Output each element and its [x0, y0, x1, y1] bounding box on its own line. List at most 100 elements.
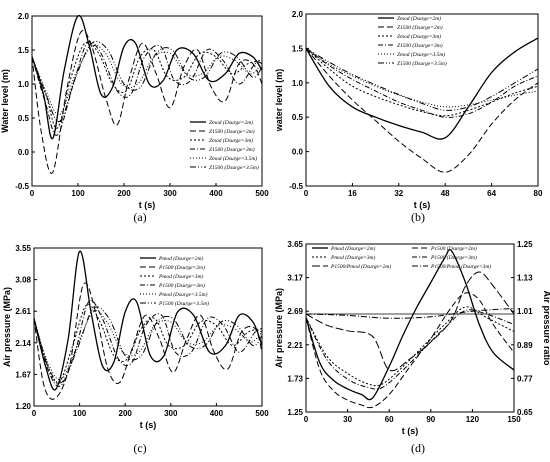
y-right-tick-label: 1.13 — [517, 274, 533, 283]
legend-entry: Zmod (Dsurge=3m) — [209, 137, 253, 144]
chart-panel-4: 0 30 60 90 120 150 1.25 1.73 2.21 2.69 3.17 3.65 0.6… — [274, 240, 550, 455]
legend-entry: Pmod (Dsurge=2m) — [158, 255, 203, 262]
x-tick-label: 16 — [348, 189, 357, 198]
x-tick-label: 150 — [507, 415, 521, 424]
series-line-2 — [305, 48, 539, 173]
x-tick-label: 0 — [30, 189, 35, 198]
y-tick-label: 3.55 — [15, 244, 31, 253]
chart-panel-1: 0 100 200 300 400 500 -0.5 0.0 0.5 1.0 1.5 2.0 t (s)… — [0, 12, 269, 224]
series-line-2 — [33, 282, 263, 400]
x-tick-label: 0 — [304, 415, 309, 424]
y-right-tick-label: 1.25 — [517, 240, 533, 249]
panel-label: (b) — [411, 210, 425, 224]
y-tick-label: 1.20 — [15, 402, 31, 411]
x-axis-label: t (s) — [139, 200, 156, 210]
panel-label: (a) — [133, 210, 146, 224]
series-line-5 — [31, 44, 263, 116]
legend-entry: Pmod (Dsurge=3m) — [158, 273, 203, 280]
y-tick-label: -0.5 — [289, 182, 303, 191]
chart-panel-3: 0 100 200 300 400 500 1.20 1.67 2.14 2.61 3.08 3.55… — [2, 244, 269, 455]
legend-entry: Pmod (Dsurge=2m) — [330, 245, 375, 252]
legend-entry: Pmod (Dsurge=3m) — [330, 254, 375, 261]
series-line-1 — [33, 250, 263, 391]
y-tick-label: 0.5 — [18, 114, 30, 123]
series-line-3 — [31, 41, 263, 129]
series-line-4 — [305, 309, 515, 390]
x-tick-label: 400 — [209, 189, 223, 198]
y-tick-label: 2.0 — [18, 12, 30, 21]
legend-entry: Z1500 (Dsurge=3.5m) — [397, 60, 447, 67]
panel-label: (c) — [133, 441, 146, 455]
series-line-3 — [305, 306, 515, 387]
x-tick-label: 200 — [117, 189, 131, 198]
y-tick-label: 2.14 — [15, 339, 31, 348]
x-tick-label: 120 — [466, 415, 480, 424]
y-tick-label: 1.0 — [18, 80, 30, 89]
y-right-axis-label: Air pressure ratio — [542, 290, 550, 366]
y-tick-label: 1.0 — [292, 79, 304, 88]
series-line-2 — [31, 29, 263, 174]
series-line-2 — [305, 292, 515, 409]
legend-entry: Zmod (Dsurge=2m) — [397, 15, 441, 22]
legend-entry: P1500 (Dsurge=2m) — [430, 245, 477, 252]
legend-entry: P1500/Pmod (Dsurge=3m) — [430, 263, 491, 270]
y-axis-label: Air pressure (MPa) — [274, 288, 284, 368]
y-tick-label: -0.5 — [15, 182, 29, 191]
x-axis-label: t (s) — [414, 200, 431, 210]
plot-frame — [305, 243, 515, 413]
x-tick-label: 64 — [487, 189, 496, 198]
x-axis-label: t (s) — [140, 420, 157, 430]
x-tick-label: 90 — [426, 415, 435, 424]
plot-frame — [305, 13, 539, 187]
x-tick-label: 32 — [394, 189, 403, 198]
y-axis-label: Water level (m) — [0, 69, 10, 133]
y-tick-label: 3.65 — [287, 240, 303, 249]
y-tick-label: 1.5 — [292, 44, 304, 53]
y-tick-label: 0.5 — [292, 113, 304, 122]
legend-entry: Z1500 (Dsurge=3.5m) — [209, 164, 259, 171]
x-tick-label: 30 — [343, 415, 352, 424]
series-line-6 — [305, 307, 515, 319]
x-tick-label: 300 — [163, 189, 177, 198]
legend: Zmod (Dsurge=2m) Z1500 (Dsurge=2m) Zmod (D… — [378, 15, 447, 67]
x-tick-label: 80 — [534, 189, 543, 198]
y-tick-label: 0.0 — [292, 148, 304, 157]
series-line-4 — [305, 47, 539, 118]
legend-entry: P1500 (Dsurge=3.5m) — [158, 300, 209, 307]
y-tick-label: 3.08 — [15, 276, 31, 285]
y-axis-label: Air pressure (MPa) — [2, 287, 12, 367]
x-tick-label: 48 — [441, 189, 450, 198]
y-right-tick-label: 0.89 — [517, 341, 533, 350]
legend-entry: Zmod (Dsurge=3.5m) — [397, 51, 445, 58]
legend: Zmod (Dsurge=2m) Z1500 (Dsurge=2m) Zmod (D… — [190, 119, 259, 171]
y-tick-label: 3.17 — [287, 274, 303, 283]
y-right-tick-label: 0.77 — [517, 374, 533, 383]
x-tick-label: 500 — [255, 409, 269, 418]
x-tick-label: 100 — [71, 189, 85, 198]
series-line-4 — [33, 300, 263, 387]
y-tick-label: 2.21 — [287, 341, 303, 350]
x-tick-label: 200 — [119, 409, 133, 418]
legend-entry: Zmod (Dsurge=3m) — [397, 33, 441, 40]
legend: Pmod (Dsurge=2m) P1500 (Dsurge=2m) Pmod (D… — [140, 255, 209, 307]
x-tick-label: 60 — [385, 415, 394, 424]
x-tick-label: 0 — [304, 189, 309, 198]
y-tick-label: 1.67 — [15, 370, 31, 379]
legend: Pmod (Dsurge=2m) P1500 (Dsurge=2m) Pmod (D… — [312, 245, 491, 270]
legend-entry: Z1500 (Dsurge=3m) — [397, 42, 443, 49]
series-line-1 — [305, 37, 539, 140]
series-line-6 — [33, 306, 263, 384]
series-line-4 — [31, 41, 263, 136]
series-line-1 — [31, 14, 263, 140]
y-tick-label: 1.25 — [287, 408, 303, 417]
x-tick-label: 500 — [255, 189, 269, 198]
y-tick-label: 2.69 — [287, 307, 303, 316]
legend-entry: Z1500 (Dsurge=2m) — [209, 128, 255, 135]
legend-entry: Z1500 (Dsurge=2m) — [397, 24, 443, 31]
x-tick-label: 0 — [32, 409, 37, 418]
y-tick-label: 2.61 — [15, 307, 31, 316]
plot-frame — [31, 15, 263, 187]
chart-panel-2: 0 16 32 48 64 80 -0.5 0.0 0.5 1.0 1.5 2.0 t (s) water… — [274, 10, 543, 224]
legend-entry: Pmod (Dsurge=3.5m) — [158, 291, 208, 298]
